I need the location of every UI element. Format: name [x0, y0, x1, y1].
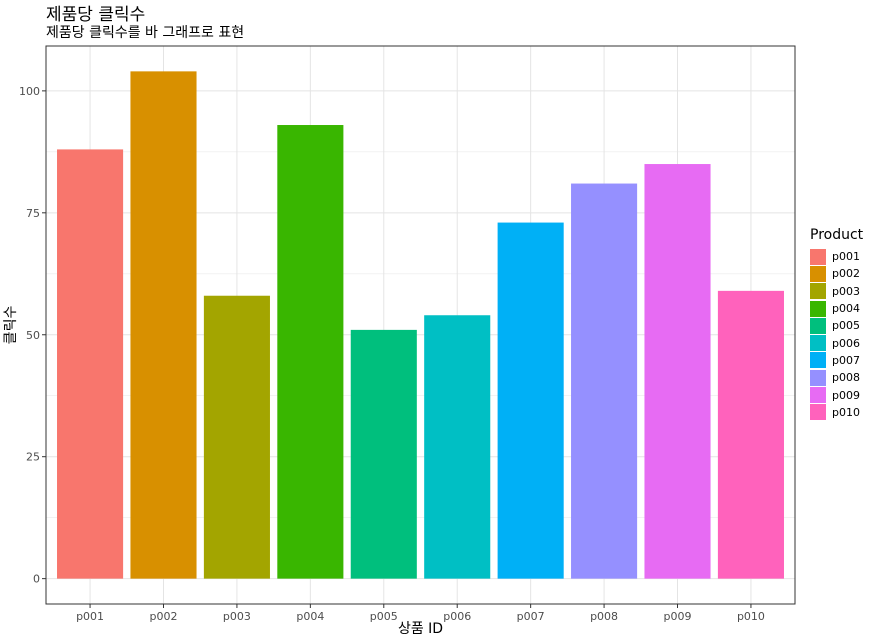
legend-label: p009 — [832, 388, 860, 402]
x-axis-title: 상품 ID — [398, 621, 443, 637]
legend-item: p003 — [810, 283, 863, 300]
plot-panel — [45, 45, 796, 605]
legend-item: p005 — [810, 317, 863, 334]
legend-label: p010 — [832, 405, 860, 419]
bar-p005 — [350, 329, 417, 579]
y-tick-label: 25 — [26, 451, 40, 464]
legend-swatch — [810, 369, 826, 386]
legend-label: p003 — [832, 284, 860, 298]
bar-p001 — [57, 149, 124, 579]
bar-p002 — [130, 71, 197, 579]
legend-label: p004 — [832, 302, 860, 316]
x-tick-label: p002 — [149, 610, 177, 623]
chart-subtitle: 제품당 클릭수를 바 그래프로 표현 — [46, 25, 245, 41]
legend-label: p008 — [832, 371, 860, 385]
legend-label: p001 — [832, 250, 860, 264]
x-tick-label: p001 — [76, 610, 104, 623]
x-tick-label: p004 — [296, 610, 324, 623]
legend-swatch — [810, 335, 826, 352]
x-tick-label: p007 — [517, 610, 545, 623]
x-tick-label: p005 — [370, 610, 398, 623]
legend-label: p006 — [832, 336, 860, 350]
legend-swatch — [810, 300, 826, 317]
legend-label: p007 — [832, 353, 860, 367]
legend-swatch — [810, 387, 826, 404]
legend-item: p008 — [810, 369, 863, 386]
bar-p006 — [424, 315, 491, 579]
y-tick-label: 0 — [33, 573, 40, 586]
y-tick-label: 75 — [26, 207, 40, 220]
legend-label: p005 — [832, 319, 860, 333]
y-tick-label: 100 — [19, 85, 40, 98]
legend-swatch — [810, 283, 826, 300]
x-tick-label: p006 — [443, 610, 471, 623]
legend-item: p004 — [810, 300, 863, 317]
legend-swatch — [810, 352, 826, 369]
bar-p010 — [717, 290, 784, 579]
y-axis-title: 클릭수 — [3, 306, 19, 345]
chart-title: 제품당 클릭수 — [46, 5, 146, 25]
bar-p007 — [497, 222, 564, 579]
legend-item: p009 — [810, 386, 863, 404]
bar-p003 — [203, 295, 270, 579]
legend-item: p010 — [810, 404, 863, 421]
x-tick-label: p009 — [664, 610, 692, 623]
legend-items: p001 p002 p003 p004 p005 p006 p007 p008 p009 p010 — [810, 248, 863, 421]
bar-p008 — [571, 183, 638, 579]
legend-item: p006 — [810, 334, 863, 352]
legend-item: p007 — [810, 352, 863, 369]
legend-item: p002 — [810, 265, 863, 282]
bar-p004 — [277, 125, 344, 579]
x-tick-label: p010 — [737, 610, 765, 623]
x-tick-label: p008 — [590, 610, 618, 623]
legend-title: Product — [810, 227, 864, 243]
legend: Product p001 p002 p003 p004 p005 p006 p007 p008… — [810, 227, 863, 421]
legend-swatch — [810, 317, 826, 334]
bar-p009 — [644, 164, 711, 579]
legend-label: p002 — [832, 267, 860, 281]
legend-item: p001 — [810, 248, 863, 265]
legend-swatch — [810, 265, 826, 282]
x-tick-label: p003 — [223, 610, 251, 623]
legend-swatch — [810, 404, 826, 421]
legend-swatch — [810, 248, 826, 265]
y-tick-label: 50 — [26, 329, 40, 342]
